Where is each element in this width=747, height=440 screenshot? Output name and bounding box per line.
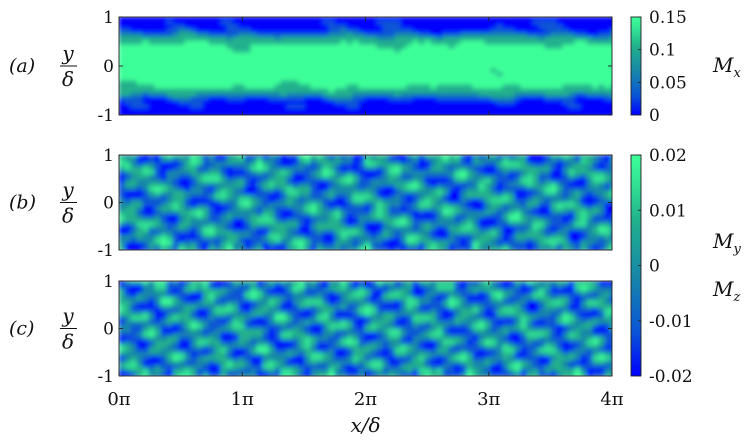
y-axis-label-top: y xyxy=(61,304,74,328)
colorbar-tick-label: 0.02 xyxy=(649,146,687,166)
colorbar-tick-label: 0.01 xyxy=(649,201,687,221)
y-axis-label-top: y xyxy=(61,178,74,202)
panel-c: 1 0 -1 (c) yδ xyxy=(9,272,613,387)
colorbar-tick-label: 0 xyxy=(649,106,660,126)
colorbar-tick-label: 0.15 xyxy=(649,8,687,28)
y-tick-label: 1 xyxy=(103,146,114,166)
x-tick-label: 1π xyxy=(231,389,254,410)
colorbar-label: My xyxy=(712,229,741,257)
x-tick-label: 0π xyxy=(107,389,130,410)
panel-label-c: (c) xyxy=(9,318,34,340)
axes-layer: 0π 1π 2π 3π 4π x/δ xyxy=(107,389,623,437)
panel-label-a: (a) xyxy=(9,55,35,77)
colorbar-tick-label: 0.05 xyxy=(649,73,687,93)
panel-b: 1 0 -1 (b) yδ xyxy=(9,146,613,261)
x-tick-label: 3π xyxy=(477,389,500,410)
x-tick-label: 4π xyxy=(600,389,623,410)
colorbar-tick-label: 0.1 xyxy=(649,41,676,61)
colorbar-label: Mz xyxy=(712,277,740,305)
y-axis-label-bottom: δ xyxy=(62,330,74,354)
y-axis-label-top: y xyxy=(61,41,74,65)
x-axis-label: x/δ xyxy=(350,413,380,437)
y-tick-label: -1 xyxy=(97,106,114,126)
y-axis-label-bottom: δ xyxy=(62,67,74,91)
colorbar-tick-label: 0 xyxy=(649,257,660,277)
y-tick-label: 1 xyxy=(103,272,114,292)
y-tick-label: -1 xyxy=(97,241,114,261)
colorbar-tick-label: -0.01 xyxy=(649,312,693,332)
y-tick-label: -1 xyxy=(97,367,114,387)
colorbar-bottom: 0.02 0.01 0 -0.01 -0.02 My Mz xyxy=(630,146,741,387)
colorbar-gradient xyxy=(630,16,642,116)
panel-label-b: (b) xyxy=(9,192,36,214)
colorbar-tick-label: -0.02 xyxy=(649,367,693,387)
x-tick-label: 2π xyxy=(354,389,377,410)
field-a xyxy=(119,17,612,115)
y-tick-label: 0 xyxy=(103,194,114,214)
y-axis-label-bottom: δ xyxy=(62,204,74,228)
colorbar-top: 0.15 0.1 0.05 0 Mx xyxy=(630,8,741,126)
field-c xyxy=(119,281,612,376)
y-tick-label: 0 xyxy=(103,320,114,340)
y-tick-label: 1 xyxy=(103,8,114,28)
field-b xyxy=(119,155,612,250)
colorbars-layer: 0.15 0.1 0.05 0 Mx 0.02 0.01 0 -0.01 -0.02 My Mz xyxy=(630,8,741,387)
y-tick-label: 0 xyxy=(103,57,114,77)
colorbar-label: Mx xyxy=(712,53,741,81)
panel-a: 1 0 -1 (a) yδ xyxy=(9,8,613,126)
